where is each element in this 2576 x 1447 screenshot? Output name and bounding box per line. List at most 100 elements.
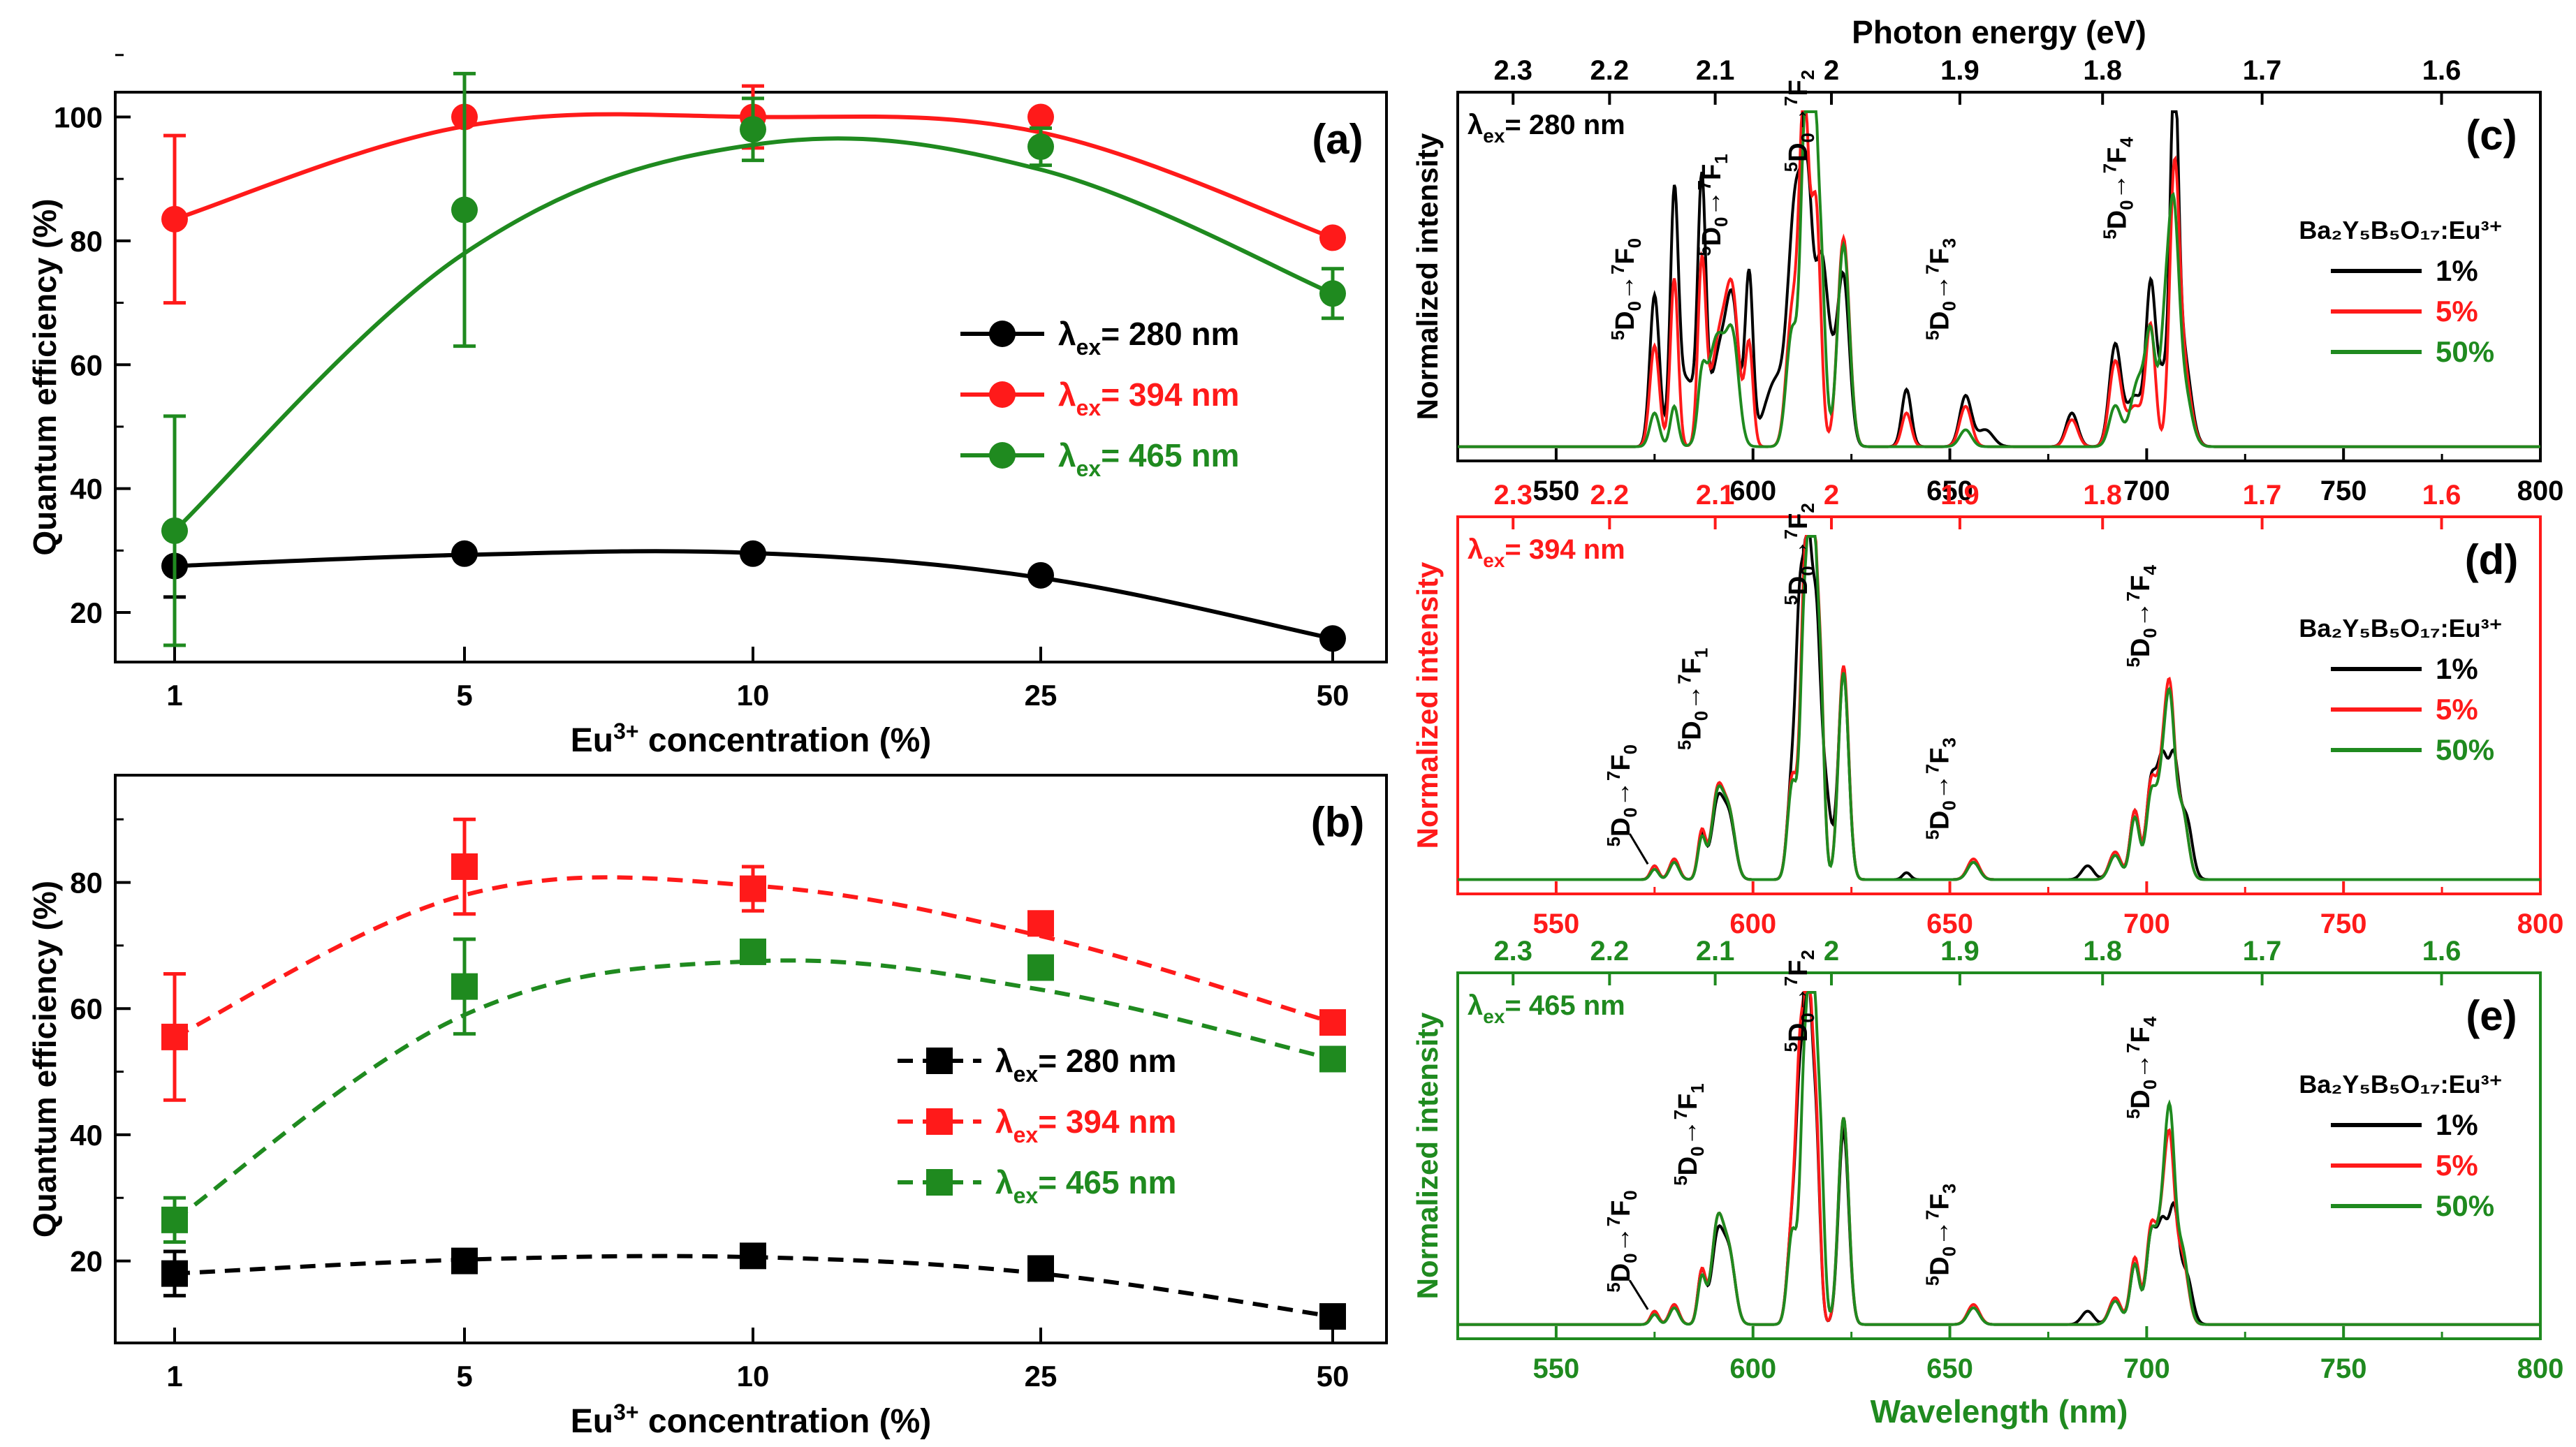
x-tick-label: 800 xyxy=(2517,909,2564,939)
transition-part: 7 xyxy=(1603,771,1624,781)
data-point xyxy=(1319,1303,1346,1330)
x-axis-label-rest: concentration (%) xyxy=(639,722,932,759)
transition-part: D xyxy=(2126,1089,2156,1108)
y-axis-label: Normalized intensity xyxy=(1411,1012,1444,1299)
data-point xyxy=(740,540,766,567)
x-tick-label: 700 xyxy=(2123,476,2170,506)
transition-arrow xyxy=(1628,1279,1649,1310)
x-tick-label: 550 xyxy=(1533,909,1580,939)
excitation-label: λex= 465 nm xyxy=(1468,990,1625,1027)
energy-tick-label: 1.9 xyxy=(1940,936,1979,967)
series-green xyxy=(161,71,1346,647)
transition-part: 7 xyxy=(1922,764,1943,774)
excitation-label: λex= 280 nm xyxy=(1468,110,1625,147)
spectrum-50% xyxy=(1458,110,2540,448)
excitation-value: = 280 nm xyxy=(1505,110,1625,140)
transition-part: F xyxy=(1674,1094,1703,1110)
transition-part: 3 xyxy=(1939,1184,1960,1193)
excitation-sub: ex xyxy=(1483,550,1505,571)
y-axis-label: Normalized intensity xyxy=(1411,561,1444,849)
data-point xyxy=(451,1247,478,1275)
transition-part: 7 xyxy=(1607,265,1628,274)
legend-sub: ex xyxy=(1076,395,1102,420)
y-axis-label: Quantum efficiency (%) xyxy=(27,198,63,555)
transition-part: → xyxy=(1926,774,1955,800)
transition-part: 7 xyxy=(1780,96,1801,106)
transition-part: 5 xyxy=(1922,830,1943,839)
excitation-sub: ex xyxy=(1483,125,1505,147)
legend-label: 50% xyxy=(2436,1189,2494,1222)
legend-marker xyxy=(926,1048,953,1074)
data-point xyxy=(451,973,478,1000)
x-axis-label-sup: 3+ xyxy=(613,1400,638,1425)
legend-sub: ex xyxy=(1013,1183,1039,1208)
data-point xyxy=(161,517,188,544)
legend-label: 5% xyxy=(2436,295,2478,328)
plot-frame xyxy=(1456,515,2542,895)
data-point xyxy=(1319,280,1346,307)
x-tick-label: 550 xyxy=(1533,476,1580,506)
transition-part: D xyxy=(1678,721,1707,740)
x-tick-label: 50 xyxy=(1317,1360,1349,1393)
panel-label: (a) xyxy=(1312,116,1363,163)
transition-part: → xyxy=(2102,173,2132,200)
x-tick-label: 5 xyxy=(456,1360,472,1393)
transition-part: F xyxy=(1784,80,1813,96)
transition-label: 5D0→7F2 xyxy=(1780,950,1818,1052)
energy-tick-label: 1.8 xyxy=(2083,480,2122,511)
data-point xyxy=(1027,910,1054,937)
data-point xyxy=(1319,1045,1346,1073)
x-tick-label: 600 xyxy=(1729,476,1776,506)
transition-arrow xyxy=(1628,833,1649,865)
x-tick-label: 650 xyxy=(1926,909,1973,939)
legend-title: Ba₂Y₅B₅O₁₇:Eu³⁺ xyxy=(2299,1070,2502,1099)
energy-tick-label: 1.9 xyxy=(1940,480,1979,511)
data-point xyxy=(161,1023,188,1050)
transition-part: 5 xyxy=(1670,1175,1691,1185)
data-point xyxy=(1319,625,1346,652)
transition-part: D xyxy=(1784,576,1813,595)
plot-frame xyxy=(114,91,1388,663)
transition-label: 5D0→7F0 xyxy=(1607,238,1645,341)
transition-part: → xyxy=(1611,274,1640,301)
energy-tick-label: 2.2 xyxy=(1590,936,1630,967)
transition-part: 1 xyxy=(1711,154,1732,163)
legend-label: λex= 394 nm xyxy=(1058,376,1239,420)
series-black xyxy=(161,533,1346,652)
excitation-lambda: λ xyxy=(1468,990,1483,1021)
energy-tick-label: 1.9 xyxy=(1940,55,1979,86)
energy-tick-label: 1.6 xyxy=(2422,480,2461,511)
data-point xyxy=(161,1206,188,1233)
series-green xyxy=(161,937,1346,1244)
legend-rest: = 394 nm xyxy=(1038,1103,1176,1140)
transition-part: 0 xyxy=(1797,1013,1818,1022)
data-point xyxy=(1027,561,1054,589)
transition-label: 5D0→7F4 xyxy=(2123,565,2160,668)
transition-label: 5D0→7F1 xyxy=(1694,154,1732,256)
energy-tick-label: 2 xyxy=(1824,55,1839,86)
transition-part: F xyxy=(1926,1193,1955,1210)
transition-part: F xyxy=(1784,960,1813,976)
energy-tick-label: 2.3 xyxy=(1493,55,1532,86)
transition-part: F xyxy=(1697,164,1727,180)
data-point xyxy=(161,205,188,233)
x-axis-label-base: Eu xyxy=(571,722,613,759)
data-point xyxy=(161,1260,188,1287)
legend-label: λex= 280 nm xyxy=(1058,316,1239,360)
transition-part: → xyxy=(1697,191,1727,217)
excitation-label: λex= 394 nm xyxy=(1468,534,1625,571)
transition-label: 5D0→7F0 xyxy=(1603,1190,1641,1293)
transition-part: 7 xyxy=(1922,265,1943,274)
transition-part: 7 xyxy=(2123,1043,2144,1052)
transition-part: 3 xyxy=(1939,238,1960,248)
transition-part: 5 xyxy=(1922,330,1943,340)
legend: Ba₂Y₅B₅O₁₇:Eu³⁺ 1% 5% 50% xyxy=(2299,216,2502,368)
y-tick-label: 40 xyxy=(70,1119,103,1152)
x-tick-label: 750 xyxy=(2320,1353,2367,1384)
series-black xyxy=(161,1242,1346,1330)
legend-label: 1% xyxy=(2436,652,2478,685)
transition-part: 5 xyxy=(1607,330,1628,340)
data-point xyxy=(1027,954,1054,981)
series-red xyxy=(161,817,1346,1102)
legend: Ba₂Y₅B₅O₁₇:Eu³⁺ 1% 5% 50% xyxy=(2299,1070,2502,1222)
